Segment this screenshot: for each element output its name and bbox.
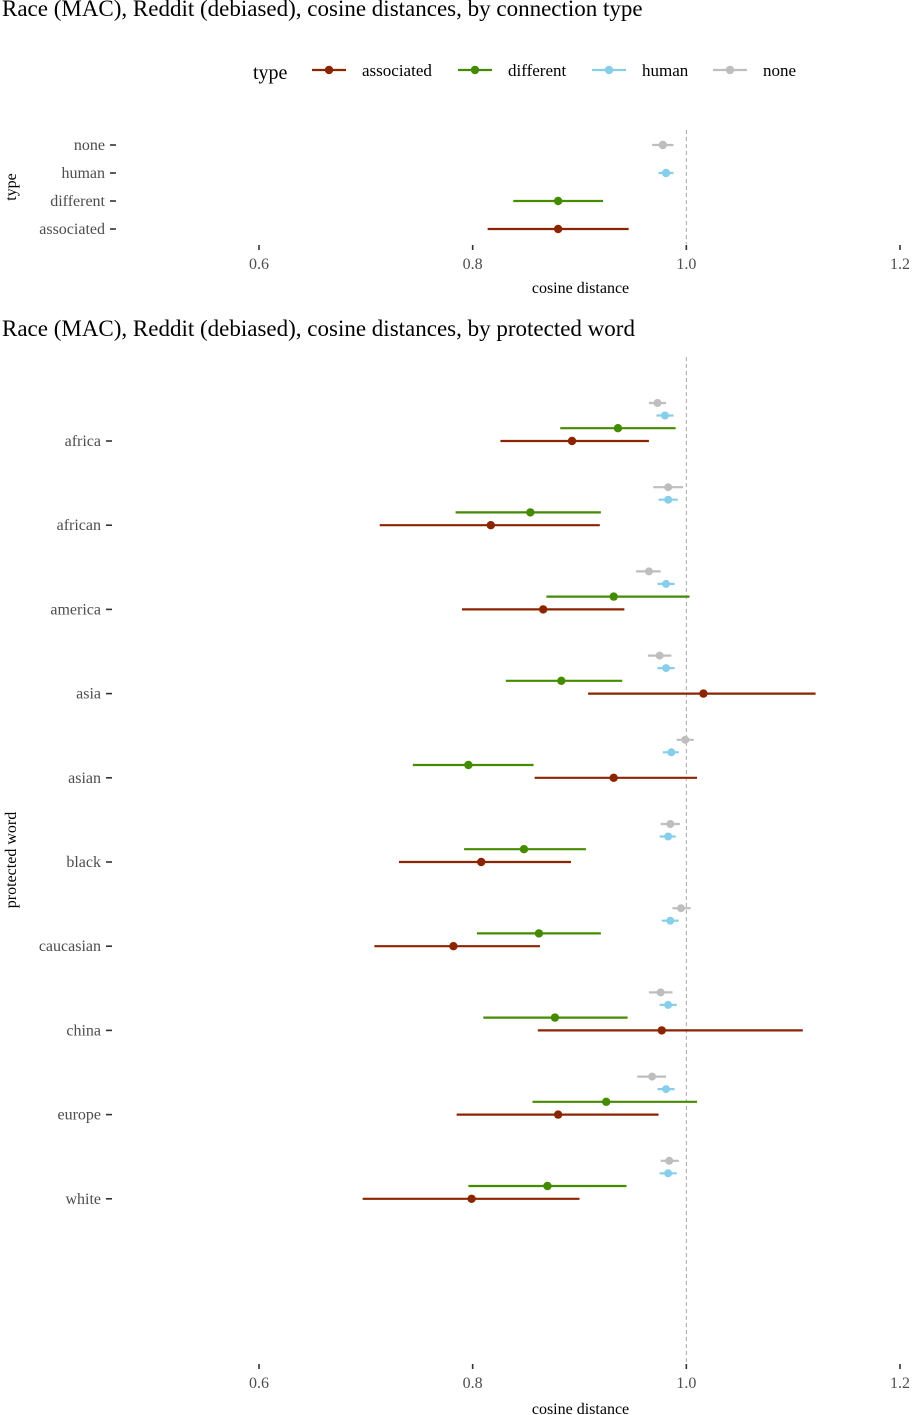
point-mean (653, 399, 662, 407)
y-tick-label-america: america (50, 601, 101, 618)
point-mean (662, 664, 671, 673)
point-mean (664, 1169, 673, 1178)
y-tick-label-white: white (65, 1191, 101, 1208)
y-tick-label-europe: europe (57, 1107, 101, 1124)
point-mean (449, 942, 458, 951)
y-tick-label-china: china (66, 1022, 101, 1039)
y-axis-title: protected word (3, 812, 20, 908)
x-tick-label: 1.2 (890, 1375, 910, 1392)
x-tick-label: 1.0 (676, 256, 696, 273)
y-tick-label-human: human (61, 165, 105, 182)
legend-key-point (324, 65, 334, 75)
point-mean (567, 436, 577, 446)
point-mean (662, 579, 671, 588)
x-axis-title: cosine distance (532, 1401, 629, 1415)
legend-key-point (470, 65, 480, 75)
plot-panel-by-word: africa african america asia asian black caucas… (3, 357, 910, 1415)
point-mean (553, 196, 563, 206)
legend-title: type (253, 62, 288, 84)
point-mean (557, 676, 566, 685)
point-mean (553, 224, 563, 234)
y-tick-label-africa: africa (65, 433, 101, 450)
point-mean (543, 1181, 552, 1191)
x-axis-title: cosine distance (532, 280, 629, 297)
point-mean (666, 916, 675, 925)
point-mean (681, 735, 690, 744)
legend-key-point (725, 65, 735, 75)
point-mean (534, 929, 544, 938)
x-tick-label: 1.2 (890, 256, 910, 273)
legend: type associated different human none (253, 61, 796, 84)
legend-label-none: none (763, 61, 796, 80)
chart-title-by-word: Race (MAC), Reddit (debiased), cosine di… (2, 316, 635, 341)
point-mean (644, 567, 653, 576)
point-mean (667, 748, 676, 757)
point-mean (662, 1085, 671, 1094)
legend-label-associated: associated (362, 61, 432, 80)
point-mean (676, 904, 685, 913)
legend-key-point (604, 65, 614, 75)
point-mean (477, 857, 486, 867)
y-tick-label-different: different (50, 193, 105, 210)
x-tick-label: 0.6 (249, 256, 269, 273)
point-mean (538, 605, 548, 614)
x-tick-label: 0.8 (463, 1375, 483, 1392)
point-mean (526, 508, 535, 517)
chart-title-by-type: Race (MAC), Reddit (debiased), cosine di… (2, 0, 643, 21)
y-tick-label-associated: associated (39, 221, 105, 238)
point-mean (613, 424, 623, 433)
point-mean (602, 1097, 611, 1107)
point-mean (658, 140, 668, 150)
point-mean (467, 1194, 476, 1204)
point-mean (657, 1026, 666, 1035)
x-tick-label: 1.0 (676, 1375, 696, 1392)
point-mean (519, 845, 529, 854)
point-mean (553, 1110, 563, 1119)
y-tick-label-caucasian: caucasian (39, 938, 101, 955)
point-mean (609, 773, 618, 782)
point-mean (609, 592, 618, 601)
point-mean (464, 760, 473, 770)
point-mean (656, 988, 665, 997)
point-mean (665, 1156, 674, 1165)
point-mean (660, 411, 669, 420)
point-mean (486, 521, 496, 530)
point-mean (664, 495, 673, 504)
point-mean (664, 832, 673, 841)
y-tick-label-none: none (74, 137, 105, 154)
point-mean (666, 820, 675, 828)
y-axis-title: type (3, 173, 20, 201)
point-mean (648, 1072, 657, 1081)
y-tick-label-black: black (66, 854, 101, 871)
point-mean (664, 483, 673, 492)
point-mean (664, 1000, 673, 1009)
point-mean (699, 689, 708, 698)
y-tick-label-african: african (57, 517, 101, 534)
legend-label-human: human (642, 61, 689, 80)
x-tick-label: 0.8 (463, 256, 483, 273)
legend-label-different: different (508, 61, 566, 80)
point-mean (550, 1013, 560, 1022)
y-tick-label-asian: asian (68, 770, 101, 787)
point-mean (655, 651, 664, 660)
y-tick-label-asia: asia (76, 686, 101, 703)
plot-panel-by-type: none human different associated 0.6 0.8 1.0 1.2… (3, 130, 910, 297)
point-mean (661, 168, 671, 178)
x-tick-label: 0.6 (249, 1375, 269, 1392)
